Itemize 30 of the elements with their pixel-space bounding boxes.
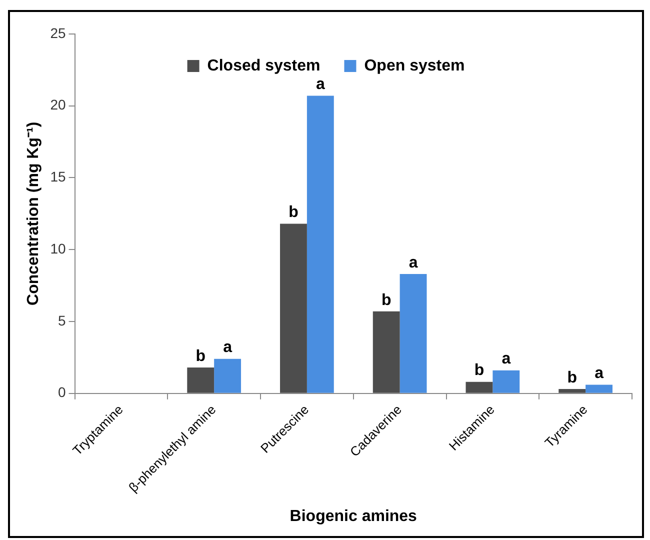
bar [306,96,334,393]
y-tick-label: 15 [50,168,66,185]
annotation: a [594,365,604,382]
y-tick-label: 20 [50,96,66,113]
bar [492,370,520,393]
annotation: a [316,76,325,94]
bar [372,311,400,393]
y-tick-label: 10 [50,240,66,256]
bar [187,367,214,393]
y-axis-title: Concentration (mg Kg⁻¹) [25,122,42,306]
annotation: a [502,350,511,368]
bar [400,274,427,393]
x-axis-title: Biogenic amines [290,508,418,525]
annotation: a [223,339,232,356]
annotation: b [474,362,484,380]
y-tick-label: 25 [50,24,66,41]
annotation: b [196,348,206,365]
bar [214,358,242,393]
bar [466,382,493,393]
y-tick-label: 0 [58,384,66,400]
annotation: a [408,254,418,272]
bar [586,384,612,393]
bar [280,224,307,393]
annotation: b [288,204,299,222]
bar [558,389,586,393]
annotation: b [381,292,392,309]
legend-label: Open system [364,57,465,74]
legend-label: Closed system [207,57,320,74]
annotation: b [567,369,578,386]
y-tick-label: 5 [58,312,66,328]
